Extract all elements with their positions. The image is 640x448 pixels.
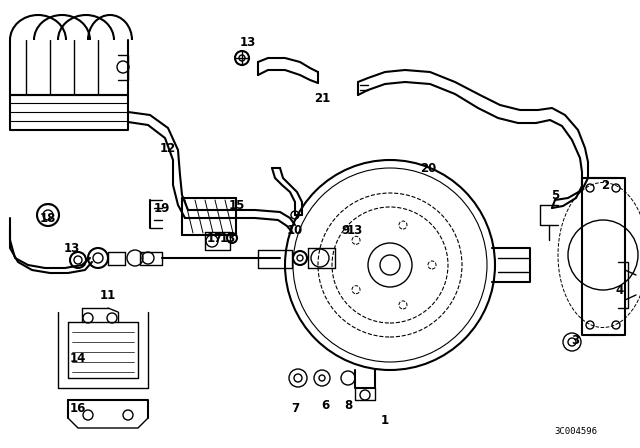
Text: 20: 20 bbox=[420, 161, 436, 175]
Text: 13: 13 bbox=[240, 35, 256, 48]
Text: 17: 17 bbox=[207, 232, 223, 245]
Text: 1: 1 bbox=[381, 414, 389, 426]
Text: 12: 12 bbox=[160, 142, 176, 155]
Text: 14: 14 bbox=[70, 352, 86, 365]
Text: 15: 15 bbox=[229, 198, 245, 211]
Text: 18: 18 bbox=[40, 211, 56, 224]
Text: 13: 13 bbox=[347, 224, 363, 237]
Text: 3: 3 bbox=[571, 333, 579, 346]
Text: 6: 6 bbox=[321, 399, 329, 412]
Text: 5: 5 bbox=[551, 189, 559, 202]
Text: 10: 10 bbox=[287, 224, 303, 237]
Text: 2: 2 bbox=[601, 178, 609, 191]
Text: 7: 7 bbox=[291, 401, 299, 414]
Text: 11: 11 bbox=[100, 289, 116, 302]
Text: 16: 16 bbox=[70, 401, 86, 414]
Text: 19: 19 bbox=[154, 202, 170, 215]
Text: 13: 13 bbox=[64, 241, 80, 254]
Text: 3C004596: 3C004596 bbox=[554, 427, 597, 436]
Text: 8: 8 bbox=[344, 399, 352, 412]
Text: 13: 13 bbox=[220, 232, 236, 245]
Text: 9: 9 bbox=[341, 224, 349, 237]
Text: 4: 4 bbox=[616, 284, 624, 297]
Text: 21: 21 bbox=[314, 91, 330, 104]
